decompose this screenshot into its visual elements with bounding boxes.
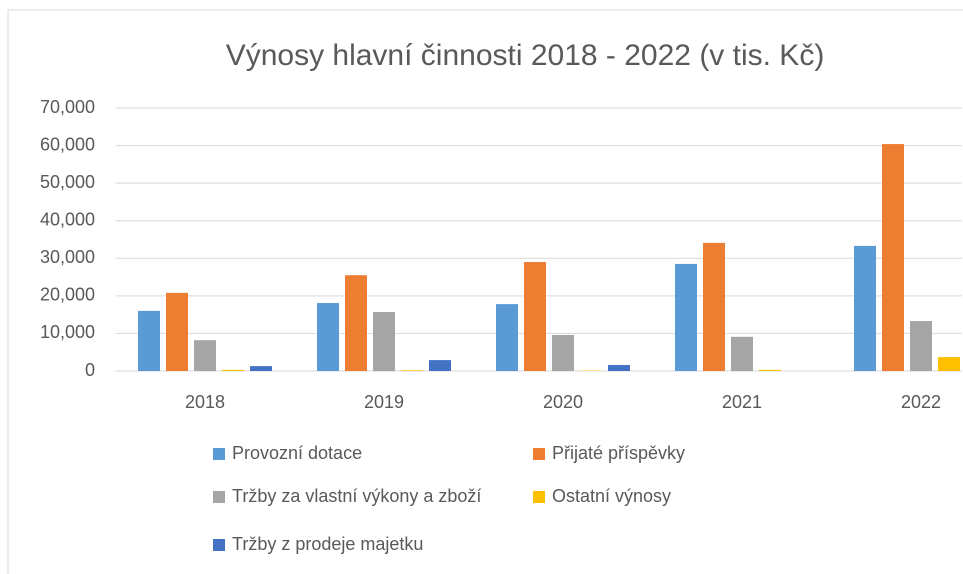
y-tick-label: 60,000: [40, 134, 95, 154]
bar: [759, 369, 781, 371]
legend-label: Tržby z prodeje majetku: [232, 534, 423, 554]
legend-label: Tržby za vlastní výkony a zboží: [232, 486, 481, 506]
legend-swatch: [533, 448, 545, 460]
legend-swatch: [533, 491, 545, 503]
x-tick-label: 2019: [364, 392, 404, 412]
bar: [317, 302, 339, 371]
x-tick-label: 2020: [543, 392, 583, 412]
bar: [373, 312, 395, 371]
bar: [345, 275, 367, 371]
bar: [194, 340, 216, 371]
bar: [166, 292, 188, 371]
bar: [703, 242, 725, 371]
bar: [496, 304, 518, 371]
bar: [910, 321, 932, 371]
chart-title: Výnosy hlavní činnosti 2018 - 2022 (v ti…: [226, 39, 825, 72]
bar: [731, 336, 753, 371]
bar: [138, 310, 160, 371]
x-tick-label: 2022: [901, 392, 941, 412]
y-tick-label: 40,000: [40, 209, 95, 229]
y-tick-label: 50,000: [40, 172, 95, 192]
legend-label: Provozní dotace: [232, 443, 362, 463]
bar: [222, 369, 244, 371]
legend-label: Přijaté příspěvky: [552, 443, 685, 463]
bar: [675, 263, 697, 371]
legend-label: Ostatní výnosy: [552, 486, 671, 506]
y-tick-label: 20,000: [40, 285, 95, 305]
y-tick-label: 30,000: [40, 247, 95, 267]
bar: [938, 357, 960, 371]
chart-border: [7, 9, 963, 574]
bar: [524, 262, 546, 371]
bar: [882, 144, 904, 371]
x-tick-label: 2018: [185, 392, 225, 412]
bar: [250, 366, 272, 371]
legend-swatch: [213, 448, 225, 460]
x-tick-label: 2021: [722, 392, 762, 412]
y-tick-label: 0: [85, 360, 95, 380]
legend-swatch: [213, 491, 225, 503]
bar: [429, 360, 451, 371]
bar: [401, 370, 423, 371]
y-tick-label: 10,000: [40, 322, 95, 342]
bar: [854, 245, 876, 371]
legend-swatch: [213, 539, 225, 551]
y-tick-label: 70,000: [40, 97, 95, 117]
bar: [552, 334, 574, 371]
bar: [608, 364, 630, 371]
